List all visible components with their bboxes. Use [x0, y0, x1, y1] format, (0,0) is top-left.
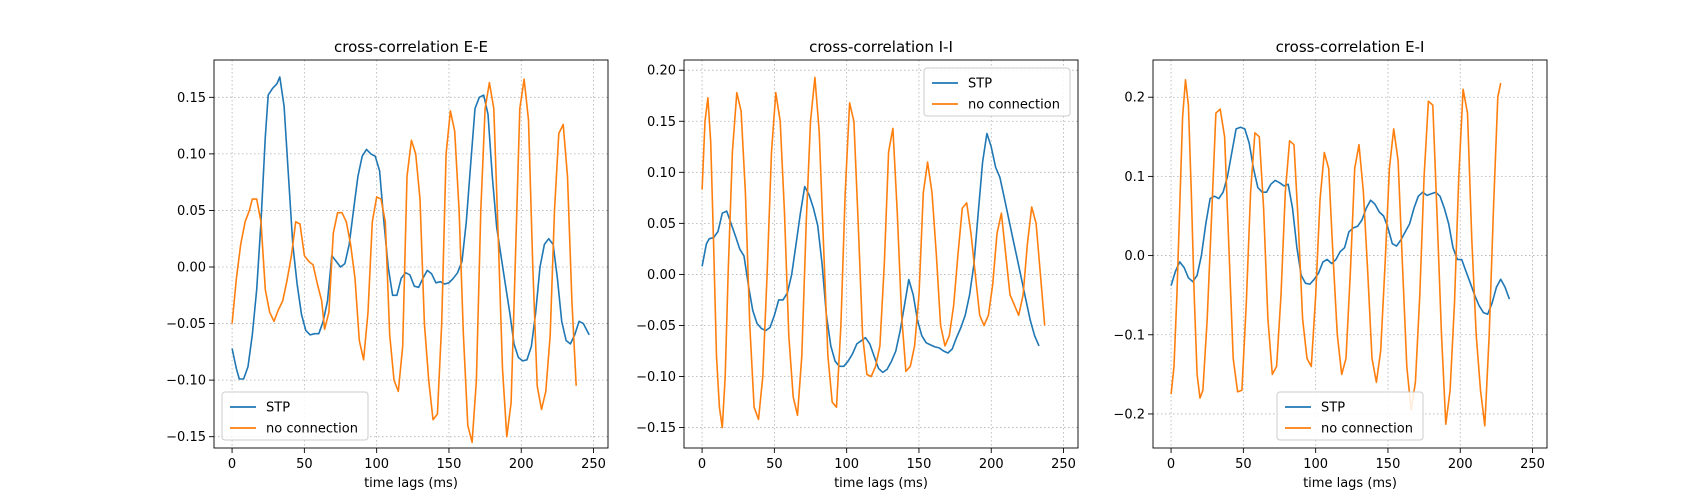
x-tick-label: 50	[766, 457, 783, 472]
x-tick-label: 100	[1303, 457, 1328, 472]
x-axis-label: time lags (ms)	[1303, 476, 1397, 491]
legend-box	[221, 391, 369, 441]
x-tick-label: 0	[228, 457, 236, 472]
x-tick-label: 150	[1376, 457, 1401, 472]
series-line-no-connection	[701, 76, 1046, 429]
legend-box	[923, 67, 1071, 117]
y-tick-label: 0.00	[177, 261, 206, 276]
x-tick-label: 250	[1051, 457, 1076, 472]
x-tick-label: 150	[907, 457, 932, 472]
y-tick-label: −0.2	[1113, 407, 1145, 422]
legend: STP no connection	[221, 391, 369, 441]
legend-label-stp: STP	[968, 77, 992, 92]
y-tick-label: 0.15	[647, 115, 676, 130]
y-tick-label: 0.05	[177, 204, 206, 219]
x-axis-label: time lags (ms)	[364, 476, 458, 491]
y-tick-label: −0.15	[166, 430, 206, 445]
legend-label-stp: STP	[266, 401, 290, 416]
chart-2: 0 50 100 150 200 250 −0.15 −0.10 −0.05 0.00 0.05 0.…	[636, 38, 1079, 491]
x-tick-label: 250	[1520, 457, 1545, 472]
legend-label-stp: STP	[1321, 401, 1345, 416]
series-line-no-connection	[1170, 79, 1502, 427]
y-tick-label: 0.00	[647, 268, 676, 283]
x-tick-label: 0	[698, 457, 706, 472]
y-tick-label: −0.05	[166, 317, 206, 332]
legend: STP no connection	[1276, 391, 1424, 441]
x-tick-label: 200	[509, 457, 534, 472]
x-tick-label: 250	[581, 457, 606, 472]
y-tick-label: −0.05	[636, 319, 676, 334]
chart-title: cross-correlation E-E	[334, 38, 488, 56]
legend-label-no-connection: no connection	[266, 422, 358, 437]
y-tick-label: 0.2	[1124, 91, 1145, 106]
x-tick-label: 100	[364, 457, 389, 472]
x-tick-label: 50	[296, 457, 313, 472]
x-tick-label: 50	[1235, 457, 1252, 472]
plot-frame	[213, 59, 609, 449]
x-tick-label: 0	[1167, 457, 1175, 472]
plot-frame	[1152, 59, 1548, 449]
legend: STP no connection	[923, 67, 1071, 117]
legend-label-no-connection: no connection	[1321, 422, 1413, 437]
y-tick-label: 0.1	[1124, 170, 1145, 185]
x-tick-label: 150	[437, 457, 462, 472]
legend-box	[1276, 391, 1424, 441]
y-tick-label: −0.1	[1113, 328, 1145, 343]
y-tick-label: 0.10	[647, 166, 676, 181]
chart-title: cross-correlation E-I	[1276, 38, 1425, 56]
x-axis-label: time lags (ms)	[834, 476, 928, 491]
chart-3: 0 50 100 150 200 250 −0.2 −0.1 0.0 0.1 0.2 cross-co…	[1113, 38, 1548, 491]
y-tick-label: −0.15	[636, 421, 676, 436]
y-tick-label: 0.15	[177, 91, 206, 106]
chart-1: 0 50 100 150 200 250 −0.15 −0.10 −0.05 0.00 0.05 0.…	[166, 38, 609, 491]
plot-frame	[683, 59, 1079, 449]
series-line-stp	[1170, 126, 1511, 315]
series-line-stp	[231, 76, 590, 380]
series-line-stp	[701, 132, 1040, 374]
y-tick-label: 0.10	[177, 147, 206, 162]
y-tick-label: 0.20	[647, 64, 676, 79]
y-tick-label: −0.10	[166, 374, 206, 389]
x-tick-label: 200	[979, 457, 1004, 472]
y-tick-label: −0.10	[636, 370, 676, 385]
legend-label-no-connection: no connection	[968, 98, 1060, 113]
y-tick-label: 0.05	[647, 217, 676, 232]
y-tick-label: 0.0	[1124, 249, 1145, 264]
x-tick-label: 200	[1448, 457, 1473, 472]
x-tick-label: 100	[834, 457, 859, 472]
chart-title: cross-correlation I-I	[809, 38, 953, 56]
series-line-no-connection	[231, 78, 577, 444]
